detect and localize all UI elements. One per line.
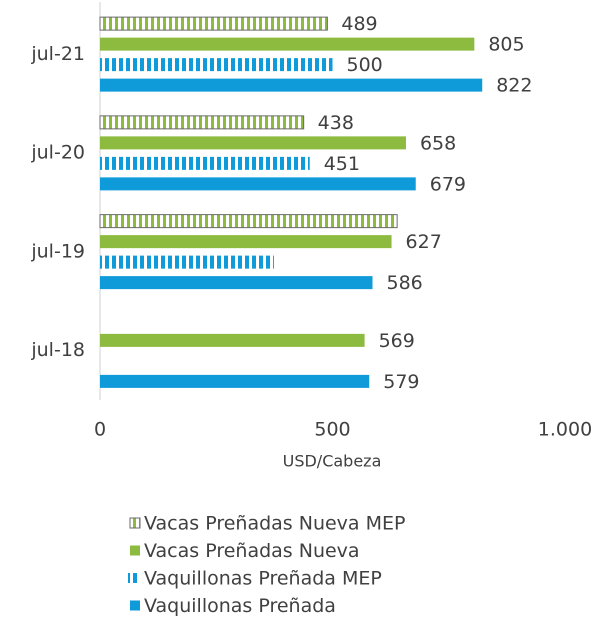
data-label: 500 [347, 54, 383, 76]
bar [100, 177, 416, 191]
x-tick-label: 0 [94, 419, 106, 441]
x-axis-title: USD/Cabeza [283, 452, 382, 471]
bar [100, 78, 483, 92]
y-tick-label: jul-18 [30, 339, 85, 361]
bar [100, 136, 406, 150]
bar [100, 37, 475, 51]
data-label: 489 [341, 13, 377, 35]
legend-marker [130, 600, 140, 611]
legend-marker [128, 573, 140, 583]
bar [99, 16, 328, 31]
bar [99, 214, 398, 229]
data-label: 805 [488, 34, 524, 56]
legend-marker [129, 517, 141, 529]
y-tick-label: jul-19 [30, 240, 85, 262]
data-label: 569 [379, 330, 415, 352]
bar [100, 58, 333, 72]
data-label: 627 [406, 231, 442, 253]
data-label: 438 [318, 112, 354, 134]
y-tick-label: jul-21 [30, 43, 85, 65]
data-label: 822 [496, 75, 532, 97]
legend-marker [130, 545, 140, 556]
bar [100, 156, 310, 170]
data-label: 658 [420, 132, 456, 154]
legend-label: Vaquillonas Preñada [144, 595, 336, 617]
x-tick-label: 1.000 [538, 419, 592, 441]
data-label: 451 [324, 153, 360, 175]
data-label: 586 [386, 272, 422, 294]
legend-label: Vacas Preñadas Nueva [144, 540, 360, 562]
legend-label: Vacas Preñadas Nueva MEP [144, 513, 405, 535]
legend-label: Vaquillonas Preñada MEP [144, 568, 382, 590]
bar [100, 255, 274, 269]
data-label: 679 [430, 173, 466, 195]
data-label: 579 [383, 371, 419, 393]
y-tick-label: jul-20 [30, 142, 85, 164]
x-tick-label: 500 [314, 419, 350, 441]
bar [100, 333, 365, 347]
bar [100, 235, 392, 249]
bar [100, 276, 373, 290]
bar [100, 374, 370, 388]
bar [99, 115, 305, 130]
